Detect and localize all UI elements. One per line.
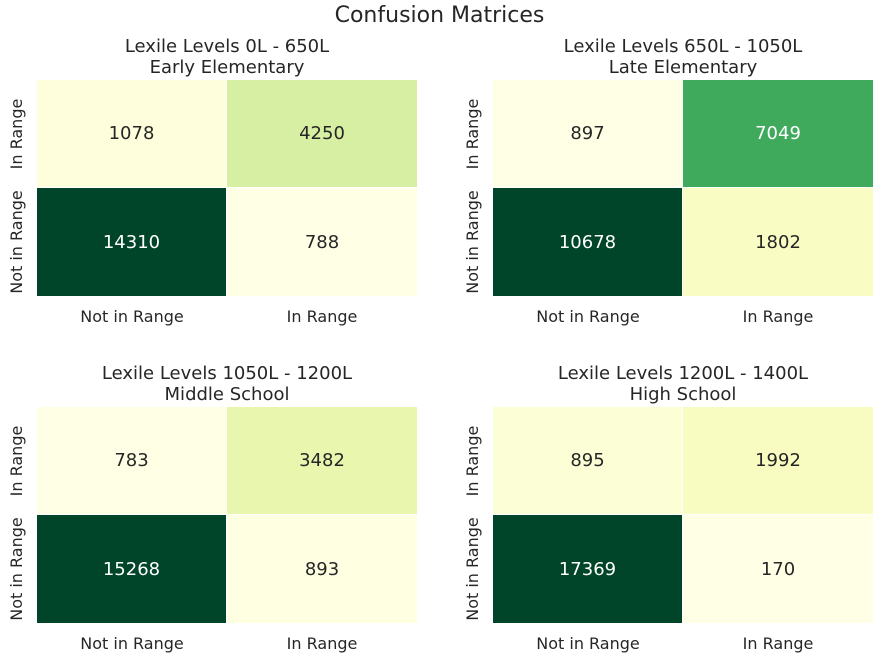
heatmap-cell: 783 bbox=[37, 407, 227, 515]
cell-value-label: 1078 bbox=[108, 123, 155, 144]
y-tick-label: In Range bbox=[463, 425, 482, 497]
cell-value-label: 1802 bbox=[755, 231, 801, 253]
y-tick-label: In Range bbox=[7, 425, 26, 497]
x-tick-label: Not in Range bbox=[536, 307, 640, 326]
cell-value-label: 788 bbox=[304, 231, 340, 253]
panel-subtitle: High School bbox=[629, 384, 737, 405]
x-tick-label: In Range bbox=[286, 634, 358, 653]
cell-value-label: 897 bbox=[570, 123, 605, 144]
heatmap-cell: 14310 bbox=[37, 188, 227, 296]
heatmap-grid: 1078 4250 14310 788 bbox=[37, 80, 417, 296]
x-tick-label: In Range bbox=[742, 634, 814, 653]
x-tick-label: In Range bbox=[286, 307, 358, 326]
y-tick-label: Not in Range bbox=[463, 517, 482, 621]
panel-subtitle: Early Elementary bbox=[149, 57, 305, 78]
confusion-matrix-panel-4: Lexile Levels 1200L - 1400L High School 89… bbox=[463, 363, 873, 653]
cell-value-label: 1992 bbox=[755, 450, 801, 471]
heatmap-cell: 788 bbox=[227, 188, 417, 296]
figure-title: Confusion Matrices bbox=[334, 3, 545, 28]
heatmap-cell: 17369 bbox=[493, 515, 683, 623]
panel-title: Lexile Levels 0L - 650L bbox=[124, 36, 330, 57]
heatmap-cell: 895 bbox=[493, 407, 683, 515]
cell-value-label: 783 bbox=[114, 450, 149, 471]
x-tick-label: Not in Range bbox=[536, 634, 640, 653]
y-tick-label: Not in Range bbox=[7, 190, 26, 294]
y-tick-label: Not in Range bbox=[463, 190, 482, 294]
cell-value-label: 895 bbox=[570, 450, 605, 471]
cell-value-label: 3482 bbox=[299, 450, 345, 471]
cell-value-label: 7049 bbox=[755, 123, 801, 144]
y-tick-label: In Range bbox=[7, 98, 26, 170]
cell-value-label: 10678 bbox=[558, 231, 617, 253]
heatmap-cell: 893 bbox=[227, 515, 417, 623]
confusion-matrix-panel-2: Lexile Levels 650L - 1050L Late Elementar… bbox=[463, 36, 873, 326]
x-tick-label: Not in Range bbox=[80, 307, 184, 326]
panel-title: Lexile Levels 1200L - 1400L bbox=[557, 363, 809, 384]
heatmap-cell: 170 bbox=[683, 515, 873, 623]
x-tick-label: In Range bbox=[742, 307, 814, 326]
confusion-matrix-panel-3: Lexile Levels 1050L - 1200L Middle School… bbox=[7, 363, 417, 653]
y-tick-label: In Range bbox=[463, 98, 482, 170]
heatmap-cell: 1078 bbox=[37, 80, 227, 188]
cell-value-label: 17369 bbox=[558, 558, 617, 580]
panel-title: Lexile Levels 650L - 1050L bbox=[563, 36, 803, 57]
panel-subtitle: Middle School bbox=[164, 384, 290, 405]
cell-value-label: 893 bbox=[304, 558, 340, 580]
heatmap-grid: 897 7049 10678 1802 bbox=[493, 80, 873, 296]
heatmap-grid: 783 3482 15268 893 bbox=[37, 407, 417, 623]
panel-title: Lexile Levels 1050L - 1200L bbox=[101, 363, 353, 384]
cell-value-label: 14310 bbox=[102, 231, 161, 253]
heatmap-cell: 1992 bbox=[683, 407, 873, 515]
cell-value-label: 4250 bbox=[299, 123, 345, 144]
heatmap-cell: 7049 bbox=[683, 80, 873, 188]
cell-value-label: 170 bbox=[760, 558, 796, 580]
heatmap-cell: 3482 bbox=[227, 407, 417, 515]
heatmap-cell: 4250 bbox=[227, 80, 417, 188]
cell-value-label: 15268 bbox=[102, 558, 161, 580]
panel-subtitle: Late Elementary bbox=[608, 57, 758, 78]
heatmap-cell: 897 bbox=[493, 80, 683, 188]
confusion-matrix-panel-1: Lexile Levels 0L - 650L Early Elementary 1… bbox=[7, 36, 417, 326]
heatmap-cell: 1802 bbox=[683, 188, 873, 296]
x-tick-label: Not in Range bbox=[80, 634, 184, 653]
y-tick-label: Not in Range bbox=[7, 517, 26, 621]
heatmap-grid: 895 1992 17369 170 bbox=[493, 407, 873, 623]
heatmap-cell: 10678 bbox=[493, 188, 683, 296]
heatmap-cell: 15268 bbox=[37, 515, 227, 623]
